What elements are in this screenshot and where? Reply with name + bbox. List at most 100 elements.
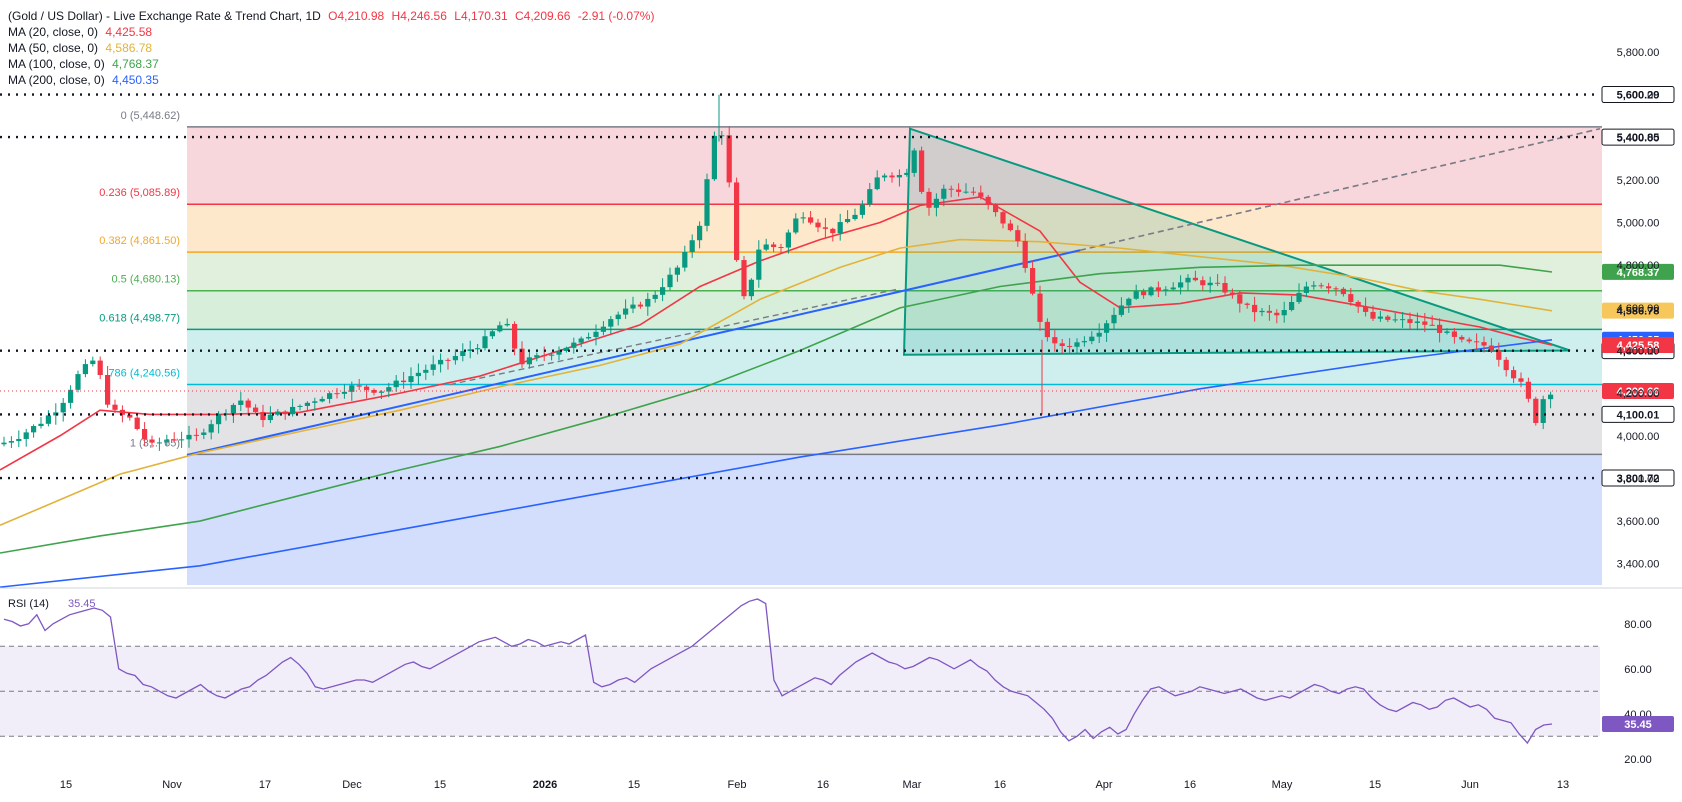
candle-body [1429, 324, 1435, 326]
candle-body [1111, 314, 1117, 324]
ma20-line [0, 196, 1553, 471]
price-badge-label: 4,768.37 [1617, 267, 1660, 279]
candle-body [578, 338, 584, 343]
fib-zone-extension [187, 454, 1602, 585]
level-badge [1601, 86, 1675, 104]
candle-body [1533, 398, 1539, 423]
ma100-value: 4,768.37 [112, 57, 159, 71]
chart-title: (Gold / US Dollar) - Live Exchange Rate … [8, 9, 321, 23]
price-tick-label: 5,400.00 [1617, 132, 1660, 144]
candle-body [201, 432, 207, 435]
candle-body [1466, 339, 1472, 342]
uptrend-extension [1079, 127, 1601, 252]
candle-body [1244, 303, 1250, 305]
candle-body [349, 385, 355, 392]
candle-body [1333, 288, 1339, 290]
fib-labels: 0 (5,448.62) 0.236 (5,085.89) 0.382 (4,861… [99, 110, 180, 449]
candle-body [127, 414, 133, 418]
candle-body [23, 432, 29, 439]
price-tick-label: 5,600.00 [1617, 90, 1660, 102]
candle-body [82, 364, 88, 375]
candle-body [1444, 331, 1450, 333]
fib-zone [187, 384, 1602, 455]
candle-body [290, 406, 296, 415]
time-tick-label: 15 [628, 779, 640, 791]
candle-body [253, 407, 259, 412]
candle-body [978, 192, 984, 197]
candle-body [1141, 291, 1147, 296]
price-tick-label: 4,200.00 [1617, 388, 1660, 400]
candle-body [1377, 316, 1383, 319]
candles [1, 94, 1554, 451]
candle-body [415, 372, 421, 377]
ma50-name: MA (50, close, 0) [8, 41, 99, 55]
candle-body [549, 354, 555, 356]
candle-body [1355, 301, 1361, 307]
candle-body [689, 240, 695, 253]
ma20-name: MA (20, close, 0) [8, 25, 99, 39]
candle-body [697, 225, 703, 241]
candle-body [1259, 310, 1265, 313]
candle-body [430, 364, 436, 370]
candle-body [586, 336, 592, 339]
candle-body [815, 222, 821, 228]
price-tick-label: 5,800.00 [1617, 47, 1660, 59]
candle-body [845, 219, 851, 223]
candle-body [652, 294, 658, 299]
candle-body [1163, 289, 1169, 291]
candle-body [1237, 294, 1243, 304]
legend-ma100: MA (100, close, 0) 4,768.37 [8, 56, 654, 72]
candle-body [1525, 381, 1531, 399]
price-axis: 3,400.00 3,600.00 3,800.00 4,000.00 4,200.00… [1617, 47, 1660, 571]
candle-body [637, 304, 643, 307]
candle-body [16, 438, 22, 442]
candle-body [45, 415, 51, 424]
candle-body [719, 135, 725, 137]
candle-body [60, 402, 66, 413]
candle-body [1363, 306, 1369, 312]
chart-legend: (Gold / US Dollar) - Live Exchange Rate … [8, 8, 654, 88]
candle-body [711, 135, 717, 180]
rsi-line [3, 598, 1553, 745]
level-badge-label: 5,400.85 [1617, 132, 1660, 144]
candle-body [1266, 310, 1272, 313]
candle-body [933, 198, 939, 208]
candle-body [896, 174, 902, 178]
candle-body [75, 374, 81, 390]
candle-body [519, 348, 525, 365]
candle-body [1, 442, 7, 445]
fib-label: 0.236 (5,085.89) [99, 187, 180, 199]
candle-body [1348, 294, 1354, 302]
candle-body [97, 360, 103, 375]
time-tick-label: May [1272, 779, 1293, 791]
candle-body [615, 314, 621, 320]
candle-body [830, 228, 836, 234]
candle-body [985, 196, 991, 205]
price-badge-label: 4,425.58 [1617, 340, 1660, 352]
candle-body [1414, 321, 1420, 323]
candle-body [341, 391, 347, 394]
fib-zone [187, 204, 1602, 253]
candle-body [1252, 304, 1258, 313]
candle-body [1303, 286, 1309, 293]
level-badge [1601, 128, 1675, 146]
time-axis: 15 Nov 17 Dec 15 2026 15 Feb 16 Mar 16 Apr 16 May 15 Ju… [60, 779, 1569, 791]
time-tick-label: Apr [1095, 779, 1112, 791]
ma200-value: 4,450.35 [112, 73, 159, 87]
candle-body [1148, 287, 1154, 296]
candle-body [541, 355, 547, 357]
candle-body [1511, 370, 1517, 379]
candle-body [1518, 378, 1524, 382]
candle-body [1133, 291, 1139, 299]
candle-body [445, 359, 451, 361]
candle-body [112, 404, 118, 410]
price-badge [1602, 383, 1674, 400]
candle-body [1081, 341, 1087, 343]
candle-body [726, 135, 732, 183]
candle-body [1044, 321, 1050, 338]
fib-label: 1 (3,... 65) [130, 437, 180, 449]
candle-body [526, 357, 532, 365]
time-tick-label: 16 [817, 779, 829, 791]
